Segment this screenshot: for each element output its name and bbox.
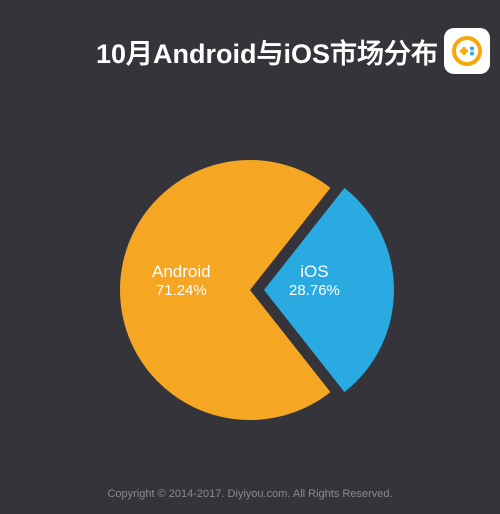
footer-copyright: Copyright © 2014-2017. Diyiyou.com. All … xyxy=(0,488,500,500)
pie-chart: Android71.24%iOS28.76% xyxy=(104,144,396,436)
logo-icon xyxy=(444,28,490,74)
header: 10月Android与iOS市场分布 xyxy=(0,28,500,74)
page-title: 10月Android与iOS市场分布 xyxy=(96,32,438,71)
